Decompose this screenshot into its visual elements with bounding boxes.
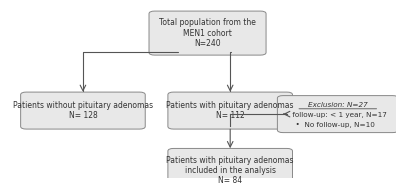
Text: Patients with pituitary adenomas
N= 112: Patients with pituitary adenomas N= 112	[166, 101, 294, 120]
Text: Exclusion: N=27: Exclusion: N=27	[308, 102, 368, 108]
FancyBboxPatch shape	[168, 92, 292, 129]
FancyBboxPatch shape	[21, 92, 145, 129]
Text: Total population from the
MEN1 cohort
N=240: Total population from the MEN1 cohort N=…	[159, 18, 256, 48]
Text: Patients with pituitary adenomas
included in the analysis
N= 84: Patients with pituitary adenomas include…	[166, 155, 294, 185]
FancyBboxPatch shape	[168, 149, 292, 188]
Text: •  follow-up: < 1 year, N=17: • follow-up: < 1 year, N=17	[280, 112, 387, 118]
Text: Patients without pituitary adenomas
N= 128: Patients without pituitary adenomas N= 1…	[13, 101, 153, 120]
Text: •  No follow-up, N=10: • No follow-up, N=10	[292, 122, 375, 128]
FancyBboxPatch shape	[277, 96, 398, 133]
FancyBboxPatch shape	[149, 11, 266, 55]
